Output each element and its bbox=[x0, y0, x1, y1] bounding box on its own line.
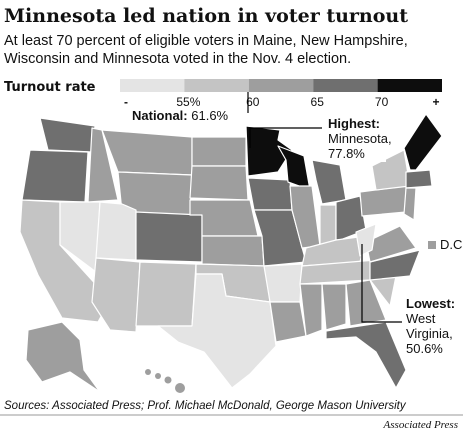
state bbox=[87, 127, 119, 203]
state bbox=[403, 187, 417, 221]
subtitle-line: At least 70 percent of eligible voters i… bbox=[4, 33, 408, 49]
legend-swatch bbox=[184, 79, 249, 92]
legend-label: + bbox=[432, 95, 439, 109]
state bbox=[335, 195, 367, 241]
state bbox=[325, 321, 407, 389]
lowest-line: West bbox=[406, 311, 436, 326]
state bbox=[369, 249, 421, 281]
state bbox=[319, 204, 337, 247]
national-value: 61.6% bbox=[191, 108, 228, 123]
state bbox=[321, 283, 347, 331]
legend-label: 55% bbox=[176, 95, 200, 109]
state bbox=[135, 211, 203, 263]
state bbox=[311, 159, 347, 205]
callout-box bbox=[402, 292, 458, 358]
island bbox=[164, 376, 172, 384]
credit: Associated Press bbox=[383, 419, 458, 431]
island bbox=[155, 373, 161, 379]
state bbox=[91, 257, 141, 333]
highest-line: 77.8% bbox=[328, 146, 365, 161]
state bbox=[405, 169, 433, 189]
state bbox=[201, 235, 265, 267]
state bbox=[263, 263, 303, 303]
state bbox=[157, 273, 277, 389]
legend-swatch bbox=[120, 79, 185, 92]
state bbox=[253, 209, 307, 267]
national-callout: National: 61.6% bbox=[132, 108, 229, 123]
lowest-line: Virginia, bbox=[406, 326, 453, 341]
sources: Sources: Associated Press; Prof. Michael… bbox=[4, 400, 407, 412]
legend-label: 60 bbox=[246, 95, 260, 109]
legend-swatch bbox=[377, 79, 442, 92]
state bbox=[189, 165, 249, 201]
legend: - 55% 60 65 70 + bbox=[120, 79, 442, 109]
islands bbox=[145, 369, 185, 393]
state bbox=[247, 177, 293, 211]
pointer-line bbox=[249, 127, 322, 148]
state bbox=[355, 223, 377, 257]
state bbox=[403, 113, 443, 171]
state bbox=[269, 301, 307, 343]
state bbox=[95, 201, 137, 261]
lowest-label: Lowest: bbox=[406, 296, 455, 311]
island bbox=[175, 383, 185, 393]
state bbox=[135, 261, 197, 327]
state bbox=[359, 185, 407, 217]
dc-label: D.C. bbox=[440, 237, 463, 252]
legend-title: Turnout rate bbox=[4, 80, 96, 95]
state bbox=[25, 321, 101, 393]
highest-line: Minnesota, bbox=[328, 131, 392, 146]
us-map bbox=[19, 113, 443, 393]
title: Minnesota led nation in voter turnout bbox=[4, 5, 408, 27]
legend-swatch bbox=[248, 79, 314, 92]
national-label: National: bbox=[132, 108, 188, 123]
dc-swatch bbox=[428, 241, 436, 249]
island bbox=[145, 369, 151, 375]
state bbox=[365, 225, 417, 263]
pointer-line bbox=[361, 244, 402, 323]
legend-label: 65 bbox=[311, 95, 325, 109]
state bbox=[21, 149, 89, 203]
lowest-line: 50.6% bbox=[406, 341, 443, 356]
state bbox=[39, 117, 96, 153]
highest-label: Highest: bbox=[328, 116, 380, 131]
legend-label: 70 bbox=[375, 95, 389, 109]
state bbox=[245, 125, 293, 177]
subtitle-line: Wisconsin and Minnesota voted in the Nov… bbox=[4, 51, 351, 67]
state bbox=[299, 283, 323, 337]
legend-label: - bbox=[124, 95, 128, 109]
state bbox=[101, 129, 193, 176]
state bbox=[191, 136, 247, 167]
legend-swatch bbox=[313, 79, 378, 92]
callout-box bbox=[322, 114, 386, 162]
